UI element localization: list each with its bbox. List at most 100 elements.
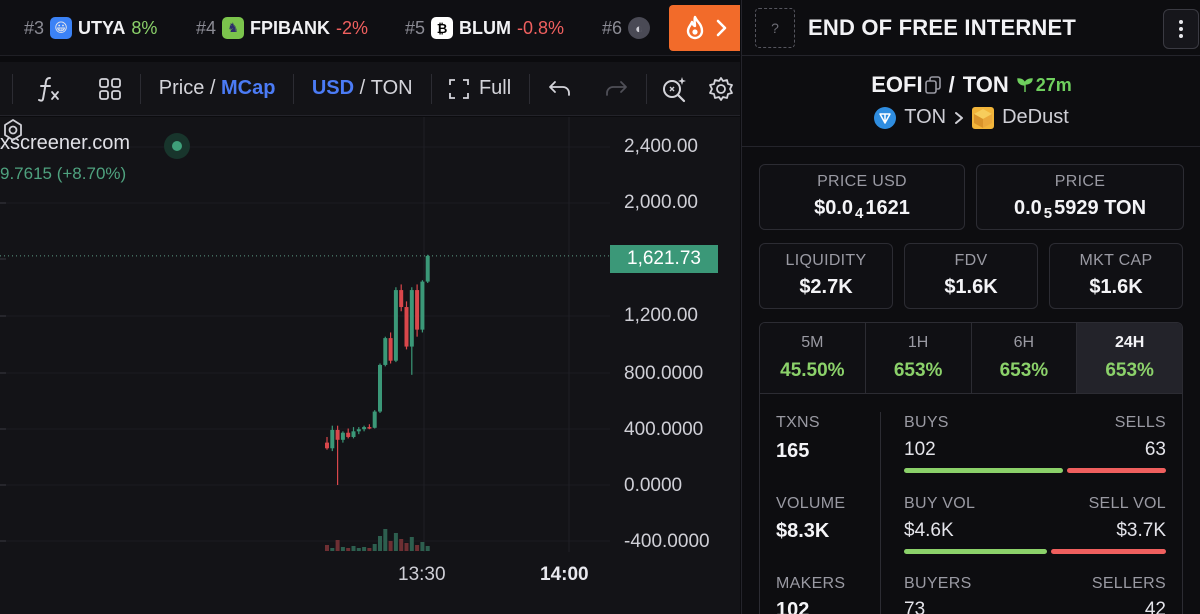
ticker-item[interactable]: #3 😀 UTYA 8%: [24, 0, 158, 55]
chevron-right-icon: [955, 111, 964, 124]
candlestick-plot[interactable]: [0, 117, 740, 614]
currency-toggle[interactable]: USD / TON: [294, 62, 431, 116]
sellers-label: SELLERS: [1091, 575, 1166, 592]
ticker-change: 8%: [131, 17, 158, 38]
volume-bar: [388, 541, 393, 551]
search-button[interactable]: [646, 62, 702, 116]
dot-icon: [1179, 20, 1183, 24]
candle-body: [425, 255, 430, 282]
current-price-tag: 1,621.73: [610, 245, 718, 273]
magnifier-sparkle-icon: [662, 76, 686, 102]
function-icon: [38, 76, 60, 102]
axis-settings-icon[interactable]: [0, 117, 26, 143]
tab-6h[interactable]: 6H 653%: [971, 323, 1078, 393]
ton-option[interactable]: TON: [370, 77, 413, 99]
buys-label: BUYS: [904, 414, 949, 431]
y-axis-tick: 2,400.00: [624, 136, 698, 157]
tab-label: 5M: [801, 334, 824, 351]
price-native-label: PRICE: [1054, 173, 1106, 190]
candle-body: [340, 432, 345, 440]
candle-body: [356, 429, 361, 432]
buy-vol-ratio-bar: [904, 549, 1047, 554]
toggle-separator: /: [354, 77, 371, 99]
tab-1h[interactable]: 1H 653%: [865, 323, 972, 393]
mcap-option[interactable]: MCap: [221, 77, 276, 99]
volume-bar: [383, 529, 388, 551]
gear-icon: [709, 76, 733, 101]
undo-button[interactable]: [530, 62, 590, 116]
chevron-right-icon: [716, 19, 726, 37]
layouts-button[interactable]: [80, 62, 140, 116]
liquidity-value: $2.7K: [799, 276, 853, 298]
volume-bar: [356, 548, 361, 551]
ticker-item[interactable]: #5 ₿ BLUM -0.8%: [405, 0, 564, 55]
y-axis-tick: 0.0000: [624, 475, 683, 496]
fpibank-token-icon: ♞: [222, 17, 245, 39]
settings-button[interactable]: [702, 62, 740, 116]
dex-link[interactable]: DeDust: [1002, 106, 1069, 128]
ticker-item[interactable]: #4 ♞ FPIBANK -2%: [196, 0, 368, 55]
pair-row: EOFI / TON 27m: [742, 72, 1200, 98]
volume-label: VOLUME: [776, 495, 846, 512]
more-menu-button[interactable]: [1163, 9, 1199, 49]
tab-5m[interactable]: 5M 45.50%: [760, 323, 866, 393]
indicators-button[interactable]: [12, 62, 80, 116]
ticker-item[interactable]: #6 ◐: [602, 0, 656, 55]
volume-bar: [420, 542, 425, 551]
sells-ratio-bar: [1067, 468, 1166, 473]
toggle-separator: /: [204, 77, 221, 99]
fdv-value: $1.6K: [944, 276, 998, 298]
candle-body: [383, 338, 388, 365]
dot-icon: [1179, 34, 1183, 38]
candle-body: [367, 427, 372, 429]
candle-body: [415, 290, 420, 330]
fdv-card: FDV $1.6K: [904, 243, 1038, 309]
chart-source-label: xscreener.com: [0, 132, 131, 154]
volume-bar: [351, 546, 356, 551]
flame-icon: [686, 15, 703, 40]
volume-bar: [367, 548, 372, 551]
sprout-icon: [1017, 78, 1033, 92]
price-option[interactable]: Price: [158, 77, 205, 99]
price-mcap-toggle[interactable]: Price / MCap: [141, 62, 294, 116]
ton-chain-icon: [874, 106, 897, 129]
volume-bar: [409, 537, 414, 551]
price-native-value: 0.0 5 5929 TON: [1013, 197, 1147, 222]
y-axis-tick: 400.0000: [624, 419, 704, 440]
undo-icon: [548, 80, 570, 96]
candle-body: [420, 281, 425, 330]
pair-age-badge: 27m: [1017, 75, 1072, 96]
candle-body: [325, 442, 329, 449]
price-usd-card: PRICE USD $0.0 4 1621: [759, 164, 965, 230]
buy-vol-value: $4.6K: [904, 520, 954, 541]
makers-value: 102: [776, 599, 810, 614]
volume-bar: [404, 543, 409, 551]
tab-label: 1H: [907, 334, 929, 351]
usd-option[interactable]: USD: [311, 77, 355, 99]
candle-body: [378, 364, 382, 412]
buy-vol-label: BUY VOL: [904, 495, 976, 512]
tab-change-value: 45.50%: [780, 360, 845, 381]
chain-link[interactable]: TON: [904, 106, 947, 128]
volume-bar: [393, 533, 398, 551]
token-info-panel: ? END OF FREE INTERNET EOFI / TON 27m TO…: [741, 0, 1200, 614]
blum-token-icon: ₿: [431, 17, 454, 39]
copy-icon[interactable]: [924, 76, 941, 94]
sell-vol-ratio-bar: [1051, 549, 1166, 554]
price-usd-label: PRICE USD: [817, 173, 907, 190]
fdv-label: FDV: [954, 252, 988, 269]
redo-button[interactable]: [590, 62, 646, 116]
tab-24h[interactable]: 24H 653%: [1077, 323, 1182, 393]
ticker-rank: #3: [24, 17, 45, 38]
ticker-symbol: FPIBANK: [250, 17, 331, 38]
trending-hot-button[interactable]: [669, 5, 740, 51]
price-chart[interactable]: xscreener.com 9.7615 (+8.70%) 2,400.00 2…: [0, 117, 740, 614]
y-axis-tick: -400.0000: [624, 531, 710, 552]
candle-body: [393, 290, 398, 361]
liquidity-card: LIQUIDITY $2.7K: [759, 243, 893, 309]
dedust-dex-icon: [972, 106, 995, 129]
token-icon: ◐: [628, 17, 651, 39]
fullscreen-button[interactable]: Full: [431, 62, 529, 116]
mkt-cap-value: $1.6K: [1089, 276, 1143, 298]
pair-separator: /: [948, 72, 955, 97]
